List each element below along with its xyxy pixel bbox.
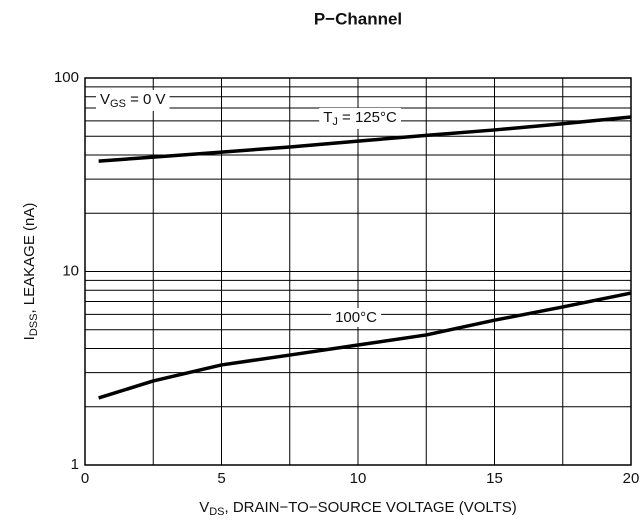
annotation: VGS = 0 V [100, 91, 166, 110]
y-tick-label: 1 [71, 456, 79, 473]
label-main: V [100, 91, 110, 108]
label-main: V [199, 499, 209, 516]
x-tick-label: 10 [350, 470, 367, 487]
label-sub: DS [209, 506, 224, 518]
x-tick-label: 20 [623, 470, 640, 487]
label-rest: , DRAIN−TO−SOURCE VOLTAGE (VOLTS) [225, 499, 517, 516]
x-tick-label: 0 [81, 470, 89, 487]
y-tick-label: 10 [62, 262, 79, 279]
series-label: TJ = 125°C [323, 109, 397, 128]
x-tick-label: 5 [217, 470, 225, 487]
label-background [331, 307, 382, 327]
y-axis-label: IDSS, LEAKAGE (nA) [21, 203, 40, 341]
label-rest: = 125°C [338, 109, 397, 126]
x-axis-label: VDS, DRAIN−TO−SOURCE VOLTAGE (VOLTS) [199, 499, 517, 518]
grid [84, 77, 632, 466]
chart-title: P−Channel [314, 9, 402, 28]
curves [98, 115, 632, 400]
y-tick-label: 100 [54, 69, 79, 86]
label-sub: DSS [28, 314, 40, 337]
label-rest: 100°C [335, 309, 377, 326]
label-background [96, 89, 170, 111]
label-rest: = 0 V [126, 91, 166, 108]
series-label: 100°C [335, 309, 377, 326]
label-main: T [323, 109, 332, 126]
plot-border [84, 77, 632, 466]
x-tick-label: 15 [486, 470, 503, 487]
label-main: I [21, 336, 38, 340]
series-line [98, 291, 632, 400]
label-background [319, 107, 401, 129]
series-line [98, 115, 632, 163]
label-sub: GS [110, 98, 126, 110]
label-rest: , LEAKAGE (nA) [21, 203, 38, 314]
label-sub: J [332, 116, 338, 128]
